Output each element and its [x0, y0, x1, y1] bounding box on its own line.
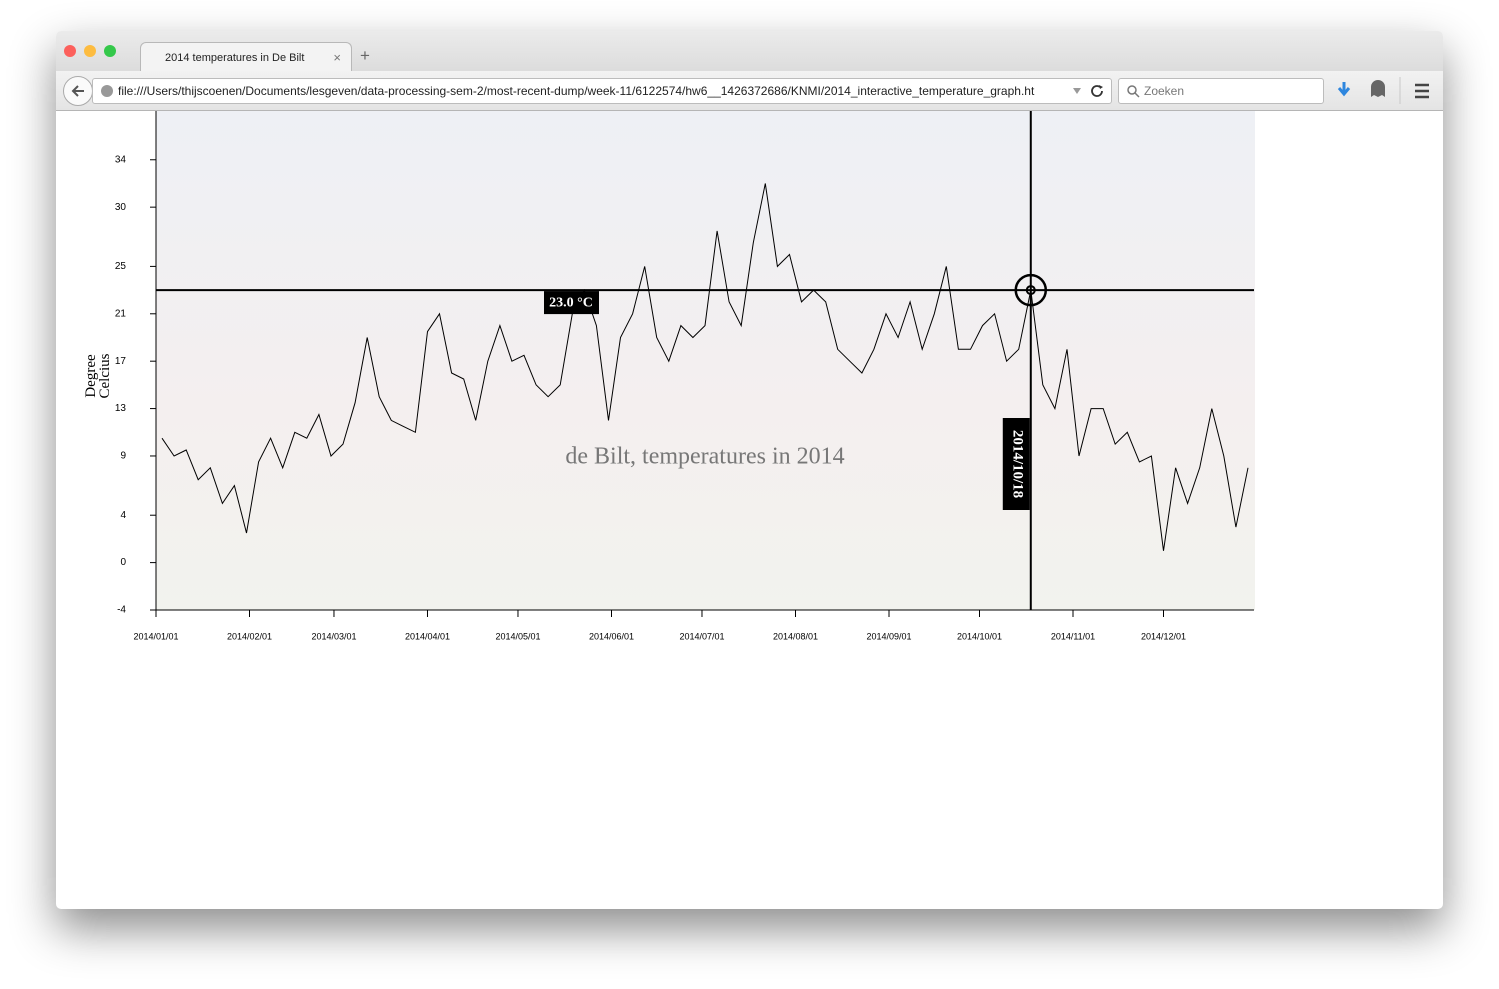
page-content: Degree Celcius de Bilt, temperatures in … — [56, 111, 1443, 909]
url-bar[interactable]: file:///Users/thijscoenen/Documents/lesg… — [92, 78, 1112, 104]
y-tick-label: 0 — [120, 557, 126, 568]
x-tick-label: 2014/05/01 — [495, 631, 540, 641]
x-readout: 2014/10/18 — [1009, 430, 1025, 498]
x-tick-label: 2014/07/01 — [679, 631, 724, 641]
x-tick-label: 2014/03/01 — [311, 631, 356, 641]
x-tick-label: 2014/09/01 — [866, 631, 911, 641]
url-text: file:///Users/thijscoenen/Documents/lesg… — [118, 84, 1035, 98]
minimize-button[interactable] — [84, 45, 96, 57]
zoom-button[interactable] — [104, 45, 116, 57]
x-tick-label: 2014/02/01 — [227, 631, 272, 641]
crosshair-point — [1025, 285, 1036, 296]
browser-window: 2014 temperatures in De Bilt × + file://… — [56, 31, 1443, 909]
y-tick-label: -4 — [117, 605, 126, 616]
y-tick-label: 34 — [115, 154, 127, 165]
toolbar-icons[interactable] — [1331, 71, 1441, 110]
y-tick-label: 17 — [115, 356, 127, 367]
x-tick-label: 2014/10/01 — [957, 631, 1002, 641]
search-placeholder: Zoeken — [1144, 84, 1185, 98]
back-icon — [71, 85, 84, 97]
y-tick-label: 4 — [120, 510, 126, 521]
y-tick-label: 9 — [120, 451, 126, 462]
toolbar: file:///Users/thijscoenen/Documents/lesg… — [56, 71, 1443, 111]
search-bar[interactable]: Zoeken — [1118, 78, 1324, 104]
plot: de Bilt, temperatures in 2014 -4 0 4 9 13 17 21… — [115, 111, 1255, 641]
y-tick-label: 25 — [115, 261, 127, 272]
x-tick-label: 2014/08/01 — [773, 631, 818, 641]
globe-icon — [101, 85, 113, 97]
tab-close[interactable]: × — [333, 50, 341, 65]
crosshair-ring — [1014, 273, 1048, 307]
x-tick-label: 2014/12/01 — [1141, 631, 1186, 641]
new-tab[interactable]: + — [360, 46, 370, 65]
chart-title: de Bilt, temperatures in 2014 — [565, 444, 844, 470]
y-tick-label: 13 — [115, 403, 127, 414]
search-icon — [1127, 85, 1140, 98]
x-readout-box — [1002, 418, 1030, 510]
x-tick-label: 2014/01/01 — [133, 631, 178, 641]
url-icons[interactable] — [1069, 79, 1109, 103]
y-tick-label: 21 — [115, 308, 127, 319]
close-button[interactable] — [64, 45, 76, 57]
x-tick-label: 2014/06/01 — [589, 631, 634, 641]
x-tick-label: 2014/11/01 — [1051, 631, 1095, 641]
title-bar: 2014 temperatures in De Bilt × + — [56, 31, 1443, 72]
back-button[interactable] — [63, 76, 93, 106]
y-readout-box — [544, 291, 599, 315]
temperature-line — [161, 183, 1249, 551]
y-readout: 23.0 °C — [549, 295, 593, 310]
chart: de Bilt, temperatures in 2014 -4 0 4 9 13 17 21… — [115, 111, 1255, 641]
plot-background — [156, 111, 1255, 610]
y-tick-label: 30 — [115, 202, 127, 213]
tab-title: 2014 temperatures in De Bilt — [165, 52, 305, 64]
tab[interactable]: 2014 temperatures in De Bilt × — [140, 42, 352, 72]
x-tick-label: 2014/04/01 — [405, 631, 450, 641]
